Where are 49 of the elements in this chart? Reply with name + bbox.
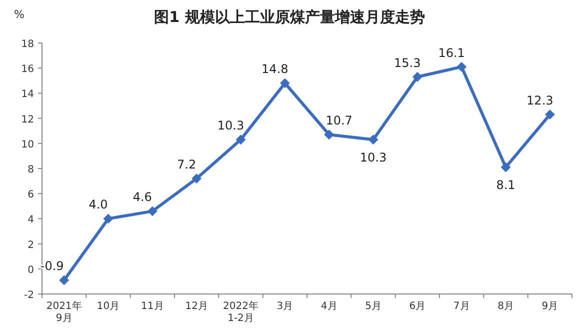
point	[412, 72, 422, 82]
x-tick-label: 9月	[542, 301, 558, 312]
text: 7.2	[177, 158, 196, 172]
x-tick-label: 12月	[185, 301, 208, 312]
x-tick-label: 2021年 9月	[46, 300, 82, 324]
text: 10.3	[217, 118, 244, 133]
text: 14.8	[262, 62, 288, 76]
text: 15.3	[394, 56, 421, 70]
x-tick-label: 10月	[96, 301, 120, 312]
point	[456, 62, 467, 72]
y-tick-label: 10	[21, 139, 34, 150]
x-tick-label: 6月	[409, 301, 426, 312]
point	[500, 162, 511, 172]
text: 4.6	[132, 190, 152, 204]
x-tick-label: 2022年 1-2月	[223, 300, 258, 324]
text: 10.7	[326, 114, 352, 128]
y-tick-label: 8	[28, 164, 34, 176]
point	[59, 275, 70, 286]
x-tick-label: 8月	[498, 301, 514, 312]
x-tick-label: 3月	[276, 301, 294, 312]
x-tick-label: 4月	[320, 301, 338, 312]
x-tick-label: 7月	[453, 301, 470, 312]
y-tick-label: 14	[21, 89, 34, 100]
y-tick-label: 4	[28, 214, 34, 226]
text: 8.1	[496, 178, 516, 192]
y-tick-label: 2	[28, 240, 34, 251]
point	[544, 110, 555, 120]
point	[147, 206, 158, 216]
point	[324, 130, 334, 140]
point	[280, 78, 290, 88]
y-tick-label: 12	[21, 114, 34, 126]
point	[236, 134, 246, 145]
point	[192, 174, 202, 184]
y-tick-label: 6	[28, 190, 34, 201]
y-tick-label: -2	[24, 290, 34, 301]
y-axis-title: %	[14, 8, 24, 21]
point	[368, 134, 378, 145]
y-tick-label: 18	[21, 39, 34, 50]
y-tick-label: 0	[28, 264, 34, 276]
point	[103, 214, 114, 224]
chart-title: 图1 规模以上工业原煤产量增速月度走势	[154, 8, 425, 26]
y-tick-label: 16	[21, 64, 34, 76]
x-tick-label: 11月	[141, 301, 164, 312]
text: 4.0	[88, 198, 108, 212]
text: 16.1	[438, 46, 465, 60]
text: 10.3	[360, 150, 387, 165]
text: 12.3	[526, 94, 554, 108]
x-tick-label: 5月	[365, 301, 382, 312]
text: -0.9	[40, 259, 64, 274]
